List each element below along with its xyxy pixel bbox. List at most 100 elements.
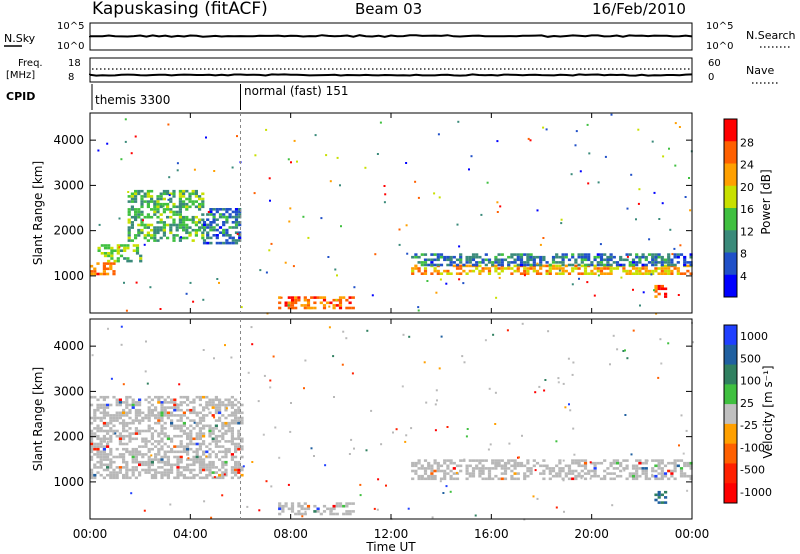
heatmap-cell — [619, 263, 623, 267]
heatmap-cell — [513, 461, 517, 465]
heatmap-cell — [120, 325, 123, 328]
heatmap-cell — [569, 409, 572, 412]
heatmap-cell — [561, 477, 565, 481]
heatmap-cell — [516, 461, 520, 465]
heatmap-cell — [198, 458, 202, 461]
colorbar-segment — [724, 208, 737, 231]
heatmap-cell — [231, 226, 235, 229]
heatmap-cell — [173, 455, 177, 459]
heatmap-cell — [198, 437, 202, 441]
heatmap-cell — [96, 403, 100, 407]
heatmap-cell — [205, 414, 209, 417]
heatmap-cell — [654, 253, 658, 256]
heatmap-cell — [561, 469, 565, 473]
heatmap-cell — [303, 507, 307, 511]
heatmap-cell — [436, 272, 440, 275]
heatmap-cell — [109, 453, 113, 456]
heatmap-cell — [143, 200, 147, 203]
heatmap-cell — [106, 440, 109, 443]
heatmap-cell — [127, 195, 131, 198]
heatmap-cell — [380, 443, 383, 446]
heatmap-cell — [558, 261, 562, 264]
heatmap-cell — [202, 427, 206, 430]
heatmap-cell — [660, 493, 664, 497]
heatmap-cell — [168, 194, 171, 197]
heatmap-cell — [651, 272, 655, 275]
heatmap-cell — [179, 403, 183, 407]
heatmap-cell — [224, 455, 228, 459]
heatmap-cell — [406, 252, 409, 255]
heatmap-cell — [157, 450, 161, 454]
heatmap-cell — [487, 267, 492, 270]
heatmap-cell — [427, 467, 431, 470]
heatmap-cell — [178, 197, 182, 201]
heatmap-cell — [198, 218, 202, 222]
heatmap-cell — [142, 219, 144, 222]
heatmap-cell — [625, 253, 629, 256]
heatmap-cell — [212, 226, 216, 229]
heatmap-cell — [471, 263, 476, 267]
colorbar-segment — [724, 325, 737, 346]
nsky-label: N.Sky — [4, 32, 36, 45]
heatmap-cell — [542, 258, 546, 262]
heatmap-cell — [135, 244, 140, 247]
heatmap-cell — [654, 498, 658, 502]
heatmap-cell — [237, 471, 241, 474]
heatmap-cell — [281, 507, 285, 511]
heatmap-cell — [238, 215, 242, 219]
heatmap-cell — [519, 255, 524, 259]
heatmap-cell — [162, 197, 166, 201]
heatmap-cell — [545, 128, 548, 131]
heatmap-cell — [373, 507, 376, 510]
heatmap-cell — [449, 461, 453, 465]
heatmap-cell — [178, 383, 181, 386]
heatmap-cell — [150, 468, 154, 472]
heatmap-cell — [494, 391, 497, 394]
heatmap-cell — [131, 421, 135, 425]
heatmap-cell — [208, 401, 212, 404]
heatmap-cell — [176, 460, 180, 464]
heatmap-cell — [186, 463, 190, 467]
heatmap-cell — [325, 154, 328, 157]
heatmap-cell — [577, 459, 581, 462]
heatmap-cell — [173, 450, 177, 454]
heatmap-cell — [109, 264, 113, 268]
heatmap-cell — [689, 253, 693, 256]
heatmap-cell — [461, 355, 464, 358]
heatmap-cell — [153, 205, 157, 209]
heatmap-cell — [179, 445, 183, 448]
heatmap-cell — [433, 258, 437, 262]
heatmap-cell — [109, 403, 113, 407]
heatmap-cell — [612, 459, 616, 462]
heatmap-cell — [446, 272, 450, 275]
x-tick-label: 04:00 — [173, 527, 208, 541]
heatmap-cell — [140, 210, 144, 214]
heatmap-cell — [222, 215, 226, 219]
heatmap-cell — [519, 263, 524, 267]
heatmap-cell — [131, 453, 135, 456]
heatmap-cell — [593, 294, 596, 297]
heatmap-cell — [574, 261, 578, 264]
heatmap-cell — [596, 255, 600, 259]
heatmap-cell — [465, 272, 469, 275]
heatmap-cell — [384, 193, 387, 196]
heatmap-cell — [487, 261, 492, 264]
heatmap-cell — [182, 468, 186, 472]
heatmap-cell — [452, 467, 456, 470]
heatmap-cell — [170, 450, 174, 454]
heatmap-cell — [225, 208, 229, 211]
heatmap-cell — [202, 424, 206, 428]
heatmap-cell — [223, 473, 226, 476]
freq-panel: Freq. [MHz] 18 8 60 0 Nave — [6, 57, 778, 84]
heatmap-cell — [459, 264, 463, 268]
heatmap-cell — [115, 471, 119, 474]
heatmap-cell — [686, 489, 689, 492]
heatmap-cell — [562, 459, 565, 462]
heatmap-cell — [214, 424, 218, 428]
heatmap-cell — [230, 432, 234, 435]
heatmap-cell — [147, 427, 151, 430]
heatmap-cell — [110, 254, 114, 258]
heatmap-cell — [465, 467, 469, 470]
heatmap-cell — [131, 437, 135, 441]
heatmap-cell — [149, 286, 152, 289]
